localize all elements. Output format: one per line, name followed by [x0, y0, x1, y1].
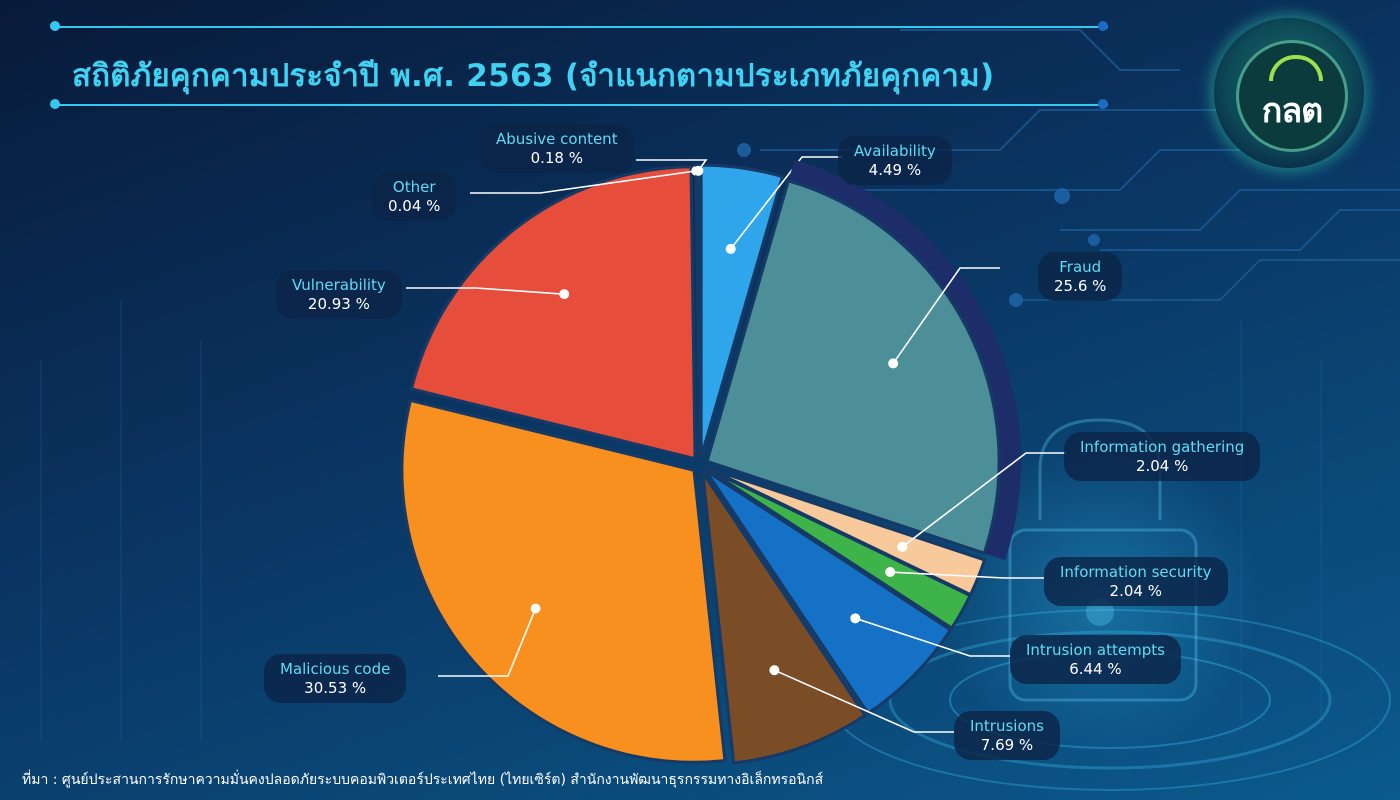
label-abusive-content-value: 0.18 % [530, 149, 583, 167]
callout-dot-malicious-code [530, 603, 541, 614]
pie-slice-fraud [705, 178, 1001, 556]
label-intrusion-attempts-value: 6.44 % [1069, 660, 1122, 678]
pie-slice-malicious-code [400, 398, 727, 764]
label-fraud: Fraud 25.6 % [1038, 252, 1123, 301]
label-intrusions-name: Intrusions [970, 717, 1044, 735]
label-vulnerability-value: 20.93 % [307, 295, 370, 313]
callout-line-intrusion-attempts [855, 617, 1010, 657]
label-other-value: 0.04 % [388, 197, 441, 215]
pie-slice-vulnerability [409, 165, 697, 461]
callout-dot-fraud [888, 358, 899, 369]
title-bottom-right-dot [1098, 99, 1108, 109]
callout-dot-intrusions [769, 665, 780, 676]
title-block: สถิติภัยคุกคามประจำปี พ.ศ. 2563 (จำแนกตา… [50, 21, 1110, 109]
title-bottom-rule [58, 104, 1108, 106]
callout-line-malicious-code [438, 608, 537, 677]
label-abusive-content: Abusive content 0.18 % [480, 124, 634, 173]
label-other-name: Other [392, 178, 436, 196]
title-top-rule [58, 26, 1108, 28]
pie-slice-intrusions [701, 471, 868, 765]
chart-title: สถิติภัยคุกคามประจำปี พ.ศ. 2563 (จำแนกตา… [72, 58, 995, 94]
callout-dot-intrusion-attempts [850, 613, 861, 624]
sec-logo-badge: กลต [1236, 40, 1348, 152]
callout-line-information-security [890, 571, 1044, 579]
label-information-security-name: Information security [1060, 563, 1212, 581]
label-information-gathering-value: 2.04 % [1135, 457, 1189, 475]
label-availability: Availability 4.49 % [838, 136, 952, 185]
pie-slice-abusive-content [695, 163, 702, 458]
label-vulnerability-name: Vulnerability [292, 276, 386, 294]
callout-line-intrusions [774, 669, 954, 733]
label-abusive-content-name: Abusive content [496, 130, 618, 148]
label-other: Other 0.04 % [372, 172, 457, 221]
sec-logo: กลต [1214, 18, 1364, 168]
title-top-left-dot [50, 21, 60, 31]
title-top-right-dot [1098, 21, 1108, 31]
label-malicious-code-name: Malicious code [280, 660, 391, 678]
label-vulnerability: Vulnerability 20.93 % [276, 270, 402, 319]
callout-line-availability [730, 156, 842, 250]
callout-line-information-gathering [901, 452, 1066, 548]
label-information-gathering-name: Information gathering [1080, 438, 1245, 456]
callout-dot-information-gathering [897, 541, 908, 552]
label-intrusions-value: 7.69 % [980, 736, 1034, 754]
callout-line-vulnerability [406, 287, 565, 295]
label-malicious-code: Malicious code 30.53 % [264, 654, 407, 703]
label-intrusion-attempts-name: Intrusion attempts [1026, 641, 1165, 659]
label-intrusions: Intrusions 7.69 % [954, 711, 1060, 760]
sec-logo-text: กลต [1261, 91, 1324, 131]
label-fraud-name: Fraud [1059, 258, 1102, 276]
label-intrusion-attempts: Intrusion attempts 6.44 % [1010, 635, 1181, 684]
callout-dot-availability [725, 243, 736, 254]
label-malicious-code-value: 30.53 % [304, 679, 367, 697]
label-availability-value: 4.49 % [868, 161, 922, 179]
label-information-security-value: 2.04 % [1109, 582, 1162, 600]
pie-slice-information-security [706, 467, 973, 631]
label-availability-name: Availability [854, 142, 936, 160]
callout-line-fraud [892, 267, 1000, 364]
source-note: ที่มา : ศูนย์ประสานการรักษาความมั่นคงปลอ… [22, 772, 824, 788]
title-bottom-left-dot [50, 99, 60, 109]
callout-dot-abusive-content [693, 165, 704, 176]
callout-dot-vulnerability [559, 289, 570, 300]
label-information-security: Information security 2.04 % [1044, 557, 1228, 606]
label-information-gathering: Information gathering 2.04 % [1064, 432, 1261, 481]
callout-line-other [470, 170, 697, 194]
callout-dot-information-security [885, 567, 896, 578]
label-fraud-value: 25.6 % [1054, 277, 1107, 295]
